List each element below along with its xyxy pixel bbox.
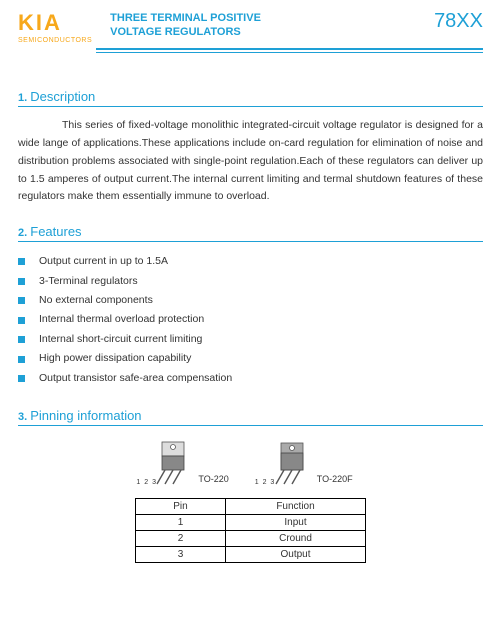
section-head: 2. Features — [18, 224, 483, 239]
table-header-row: Pin Function — [136, 499, 366, 515]
table-cell: Cround — [226, 531, 366, 547]
feature-item: 3-Terminal regulators — [18, 272, 483, 291]
section-number: 2. — [18, 227, 27, 239]
title-block: THREE TERMINAL POSITIVE VOLTAGE REGULATO… — [110, 10, 434, 40]
section-title: Features — [30, 224, 81, 239]
pin-numbers: 1 2 3 — [255, 479, 276, 486]
feature-item: Output transistor safe-area compensation — [18, 369, 483, 388]
section-features: 2. Features Output current in up to 1.5A… — [18, 224, 483, 388]
bullet-icon — [18, 317, 25, 324]
feature-text: Internal short-circuit current limiting — [39, 330, 202, 349]
section-rule — [18, 106, 483, 107]
feature-text: High power dissipation capability — [39, 349, 191, 368]
package-label: TO-220F — [317, 474, 353, 484]
header-rule — [96, 48, 483, 53]
feature-item: Internal thermal overload protection — [18, 310, 483, 329]
logo-text: KIA — [18, 10, 92, 36]
rule-line — [96, 48, 483, 50]
doc-title-line1: THREE TERMINAL POSITIVE — [110, 12, 434, 26]
feature-item: Output current in up to 1.5A — [18, 252, 483, 271]
section-title: Description — [30, 89, 95, 104]
table-row: 1Input — [136, 515, 366, 531]
pin-numbers: 1 2 3 — [136, 479, 157, 486]
table-cell: Input — [226, 515, 366, 531]
package-icon: 1 2 3 — [148, 440, 194, 486]
package-drawings: 1 2 3 TO-220 1 2 3 TO-220F — [18, 440, 483, 486]
logo-subtext: SEMICONDUCTORS — [18, 37, 92, 44]
bullet-icon — [18, 356, 25, 363]
section-head: 1. Description — [18, 89, 483, 104]
description-text: This series of fixed-voltage monolithic … — [18, 117, 483, 206]
section-rule — [18, 425, 483, 426]
feature-item: High power dissipation capability — [18, 349, 483, 368]
table-cell: 1 — [136, 515, 226, 531]
package-label: TO-220 — [198, 474, 228, 484]
section-rule — [18, 241, 483, 242]
section-pinning: 3. Pinning information 1 2 3 TO-220 — [18, 408, 483, 563]
bullet-icon — [18, 375, 25, 382]
table-cell: 2 — [136, 531, 226, 547]
package-to220f: 1 2 3 TO-220F — [267, 440, 353, 486]
feature-text: 3-Terminal regulators — [39, 272, 138, 291]
pin-table: Pin Function 1Input2Cround3Output — [135, 498, 366, 563]
section-title: Pinning information — [30, 408, 141, 423]
feature-text: Output transistor safe-area compensation — [39, 369, 232, 388]
section-description: 1. Description This series of fixed-volt… — [18, 89, 483, 206]
section-number: 3. — [18, 411, 27, 423]
part-number: 78XX — [434, 10, 483, 33]
feature-text: No external components — [39, 291, 153, 310]
section-head: 3. Pinning information — [18, 408, 483, 423]
table-row: 2Cround — [136, 531, 366, 547]
section-number: 1. — [18, 92, 27, 104]
bullet-icon — [18, 278, 25, 285]
feature-text: Output current in up to 1.5A — [39, 252, 168, 271]
bullet-icon — [18, 297, 25, 304]
table-cell: Output — [226, 547, 366, 563]
table-cell: 3 — [136, 547, 226, 563]
feature-text: Internal thermal overload protection — [39, 310, 204, 329]
bullet-icon — [18, 336, 25, 343]
table-header: Function — [226, 499, 366, 515]
pin-table-body: 1Input2Cround3Output — [136, 515, 366, 563]
features-list: Output current in up to 1.5A3-Terminal r… — [18, 252, 483, 388]
rule-line — [96, 52, 483, 54]
package-to220: 1 2 3 TO-220 — [148, 440, 228, 486]
doc-title-line2: VOLTAGE REGULATORS — [110, 26, 434, 40]
feature-item: Internal short-circuit current limiting — [18, 330, 483, 349]
package-icon: 1 2 3 — [267, 440, 313, 486]
logo-block: KIA SEMICONDUCTORS — [18, 10, 92, 44]
table-header: Pin — [136, 499, 226, 515]
table-row: 3Output — [136, 547, 366, 563]
feature-item: No external components — [18, 291, 483, 310]
bullet-icon — [18, 258, 25, 265]
header: KIA SEMICONDUCTORS THREE TERMINAL POSITI… — [18, 10, 483, 44]
